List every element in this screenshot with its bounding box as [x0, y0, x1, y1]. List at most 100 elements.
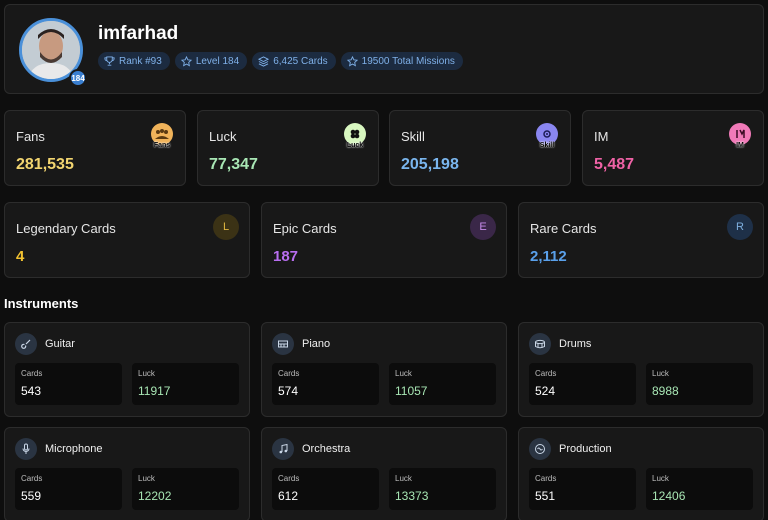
luck-key: Luck [395, 369, 412, 378]
luck-key: Luck [652, 369, 669, 378]
stat-value: 5,487 [594, 156, 635, 173]
username: imfarhad [98, 23, 179, 44]
rank-label: Rank #93 [119, 55, 162, 67]
skill-icon: Skill [536, 123, 558, 149]
luck-value: 11917 [138, 384, 171, 398]
stat-label: IM [594, 129, 609, 144]
level-pill: Level 184 [174, 52, 248, 70]
cards-value: 543 [21, 384, 42, 398]
stat-card-fans: Fans 281,535 Fans [4, 110, 186, 186]
instrument-cards-box: Cards 551 [529, 468, 636, 510]
rarity-label: Rare Cards [530, 221, 597, 236]
luck-value: 8988 [652, 384, 679, 398]
rarity-value: 187 [273, 248, 299, 265]
instrument-card-orchestra[interactable]: Orchestra Cards 612 Luck 13373 [261, 427, 507, 520]
microphone-icon [15, 438, 37, 460]
instrument-cards-box: Cards 524 [529, 363, 636, 405]
fans-icon-label: Fans [153, 142, 171, 149]
instrument-cards-box: Cards 612 [272, 468, 379, 510]
rarity-label: Epic Cards [273, 221, 337, 236]
instrument-card-drums[interactable]: Drums Cards 524 Luck 8988 [518, 322, 764, 417]
clover-icon: Luck [344, 123, 366, 149]
im-icon: IM [729, 123, 751, 149]
profile-pills: Rank #93 Level 184 6,425 Cards 19500 Tot… [98, 52, 463, 70]
cards-pill: 6,425 Cards [252, 52, 336, 70]
instrument-luck-box: Luck 12406 [646, 468, 753, 510]
profile-card: 184 imfarhad Rank #93 Level 184 6,425 Ca… [4, 4, 764, 94]
star-icon [346, 55, 358, 67]
piano-icon [272, 333, 294, 355]
luck-key: Luck [395, 474, 412, 483]
stat-label: Skill [401, 129, 425, 144]
cards-value: 559 [21, 489, 42, 503]
stat-card-luck: Luck 77,347 Luck [197, 110, 379, 186]
instrument-card-piano[interactable]: Piano Cards 574 Luck 11057 [261, 322, 507, 417]
instrument-card-guitar[interactable]: Guitar Cards 543 Luck 11917 [4, 322, 250, 417]
skill-icon-label: Skill [539, 142, 555, 149]
rarity-card-epic: Epic Cards 187 E [261, 202, 507, 278]
cards-value: 524 [535, 384, 556, 398]
instrument-cards-box: Cards 543 [15, 363, 122, 405]
instrument-name: Drums [559, 338, 592, 350]
missions-label: 19500 Total Missions [361, 55, 455, 67]
cards-label: 6,425 Cards [273, 55, 328, 67]
rarity-card-rare: Rare Cards 2,112 R [518, 202, 764, 278]
instrument-card-microphone[interactable]: Microphone Cards 559 Luck 12202 [4, 427, 250, 520]
cards-value: 551 [535, 489, 556, 503]
rarity-badge: L [213, 214, 239, 240]
rarity-value: 4 [16, 248, 25, 265]
cards-key: Cards [278, 369, 300, 378]
rarity-card-legendary: Legendary Cards 4 L [4, 202, 250, 278]
cards-key: Cards [21, 369, 43, 378]
stat-label: Fans [16, 129, 45, 144]
level-badge: 184 [69, 69, 87, 87]
luck-key: Luck [652, 474, 669, 483]
rarity-badge: E [470, 214, 496, 240]
section-title-instruments: Instruments [4, 296, 79, 311]
stat-value: 281,535 [16, 156, 74, 173]
guitar-icon [15, 333, 37, 355]
instrument-name: Guitar [45, 338, 75, 350]
cards-key: Cards [535, 369, 557, 378]
instrument-name: Orchestra [302, 443, 351, 455]
level-label: Level 184 [195, 55, 240, 67]
instrument-luck-box: Luck 8988 [646, 363, 753, 405]
missions-pill: 19500 Total Missions [340, 52, 463, 70]
instrument-luck-box: Luck 11057 [389, 363, 496, 405]
luck-value: 11057 [395, 384, 428, 398]
instrument-luck-box: Luck 12202 [132, 468, 239, 510]
stat-card-skill: Skill 205,198 Skill [389, 110, 571, 186]
stat-card-im: IM 5,487 IM [582, 110, 764, 186]
fans-icon: Fans [151, 123, 173, 149]
instrument-luck-box: Luck 11917 [132, 363, 239, 405]
rarity-value: 2,112 [530, 248, 567, 265]
rarity-badge: R [727, 214, 753, 240]
luck-value: 13373 [395, 489, 429, 503]
cards-key: Cards [278, 474, 300, 483]
instrument-cards-box: Cards 559 [15, 468, 122, 510]
instrument-name: Microphone [45, 443, 103, 455]
instrument-card-production[interactable]: Production Cards 551 Luck 12406 [518, 427, 764, 520]
instrument-luck-box: Luck 13373 [389, 468, 496, 510]
cards-value: 612 [278, 489, 299, 503]
rarity-label: Legendary Cards [16, 221, 116, 236]
stat-value: 77,347 [209, 156, 258, 173]
cards-key: Cards [21, 474, 43, 483]
luck-icon-label: Luck [346, 142, 364, 149]
stat-value: 205,198 [401, 156, 459, 173]
drum-icon [529, 333, 551, 355]
cards-key: Cards [535, 474, 557, 483]
luck-key: Luck [138, 474, 155, 483]
luck-key: Luck [138, 369, 155, 378]
disc-icon [529, 438, 551, 460]
im-icon-label: IM [736, 142, 744, 149]
stat-label: Luck [209, 129, 237, 144]
avatar[interactable] [19, 18, 83, 82]
instrument-name: Piano [302, 338, 331, 350]
music-note-icon [272, 438, 294, 460]
trophy-icon [104, 55, 115, 66]
layers-icon [258, 55, 270, 67]
rank-pill: Rank #93 [98, 52, 170, 70]
instrument-name: Production [559, 443, 612, 455]
star-icon [180, 55, 192, 67]
